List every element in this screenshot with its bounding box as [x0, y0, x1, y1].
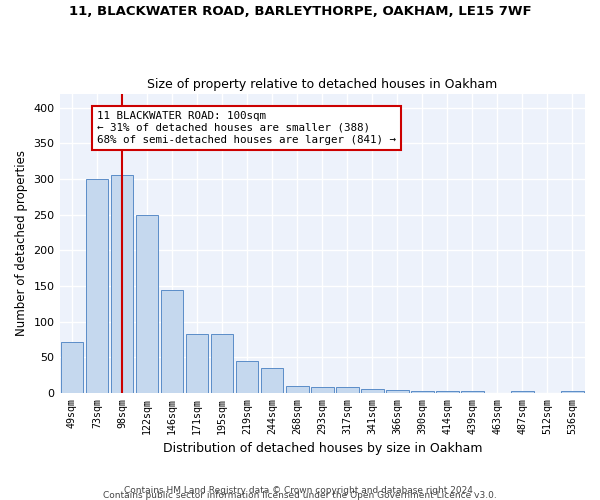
Bar [261, 368, 283, 393]
Bar [561, 392, 584, 393]
Bar [361, 389, 383, 393]
Text: Contains HM Land Registry data © Crown copyright and database right 2024.: Contains HM Land Registry data © Crown c… [124, 486, 476, 495]
Bar [461, 392, 484, 393]
Title: Size of property relative to detached houses in Oakham: Size of property relative to detached ho… [147, 78, 497, 91]
Bar [411, 390, 434, 393]
Bar [111, 176, 133, 393]
Bar [386, 390, 409, 393]
Bar [311, 387, 334, 393]
Text: Contains public sector information licensed under the Open Government Licence v3: Contains public sector information licen… [103, 491, 497, 500]
X-axis label: Distribution of detached houses by size in Oakham: Distribution of detached houses by size … [163, 442, 482, 455]
Bar [336, 387, 359, 393]
Text: 11 BLACKWATER ROAD: 100sqm
← 31% of detached houses are smaller (388)
68% of sem: 11 BLACKWATER ROAD: 100sqm ← 31% of deta… [97, 112, 396, 144]
Bar [186, 334, 208, 393]
Bar [211, 334, 233, 393]
Bar [86, 179, 109, 393]
Text: 11, BLACKWATER ROAD, BARLEYTHORPE, OAKHAM, LE15 7WF: 11, BLACKWATER ROAD, BARLEYTHORPE, OAKHA… [68, 5, 532, 18]
Bar [236, 362, 259, 393]
Bar [61, 342, 83, 393]
Bar [436, 392, 458, 393]
Bar [136, 216, 158, 393]
Y-axis label: Number of detached properties: Number of detached properties [15, 150, 28, 336]
Bar [511, 390, 534, 393]
Bar [161, 290, 184, 393]
Bar [286, 386, 308, 393]
